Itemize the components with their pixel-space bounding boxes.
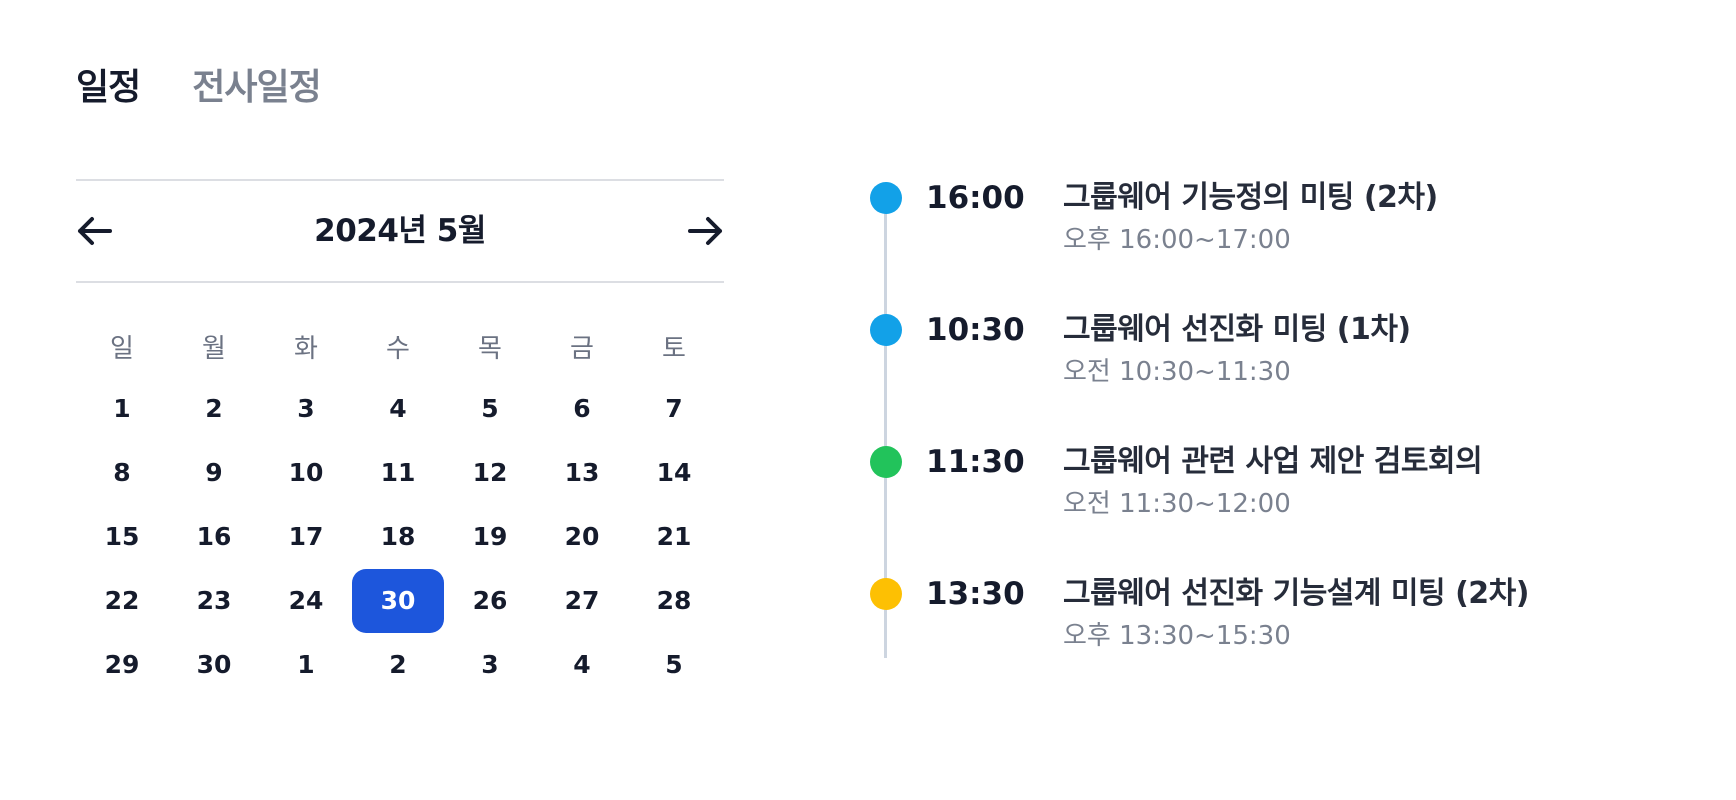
next-month-button[interactable] <box>688 215 724 247</box>
calendar-day[interactable]: 12 <box>472 458 508 487</box>
schedule-tabs: 일정 전사일정 <box>76 62 322 114</box>
tab-company-schedule[interactable]: 전사일정 <box>192 67 321 108</box>
calendar-day[interactable]: 27 <box>564 586 600 615</box>
calendar-header: 2024년 5월 <box>76 179 724 283</box>
event-dot-icon <box>870 446 902 478</box>
calendar-day[interactable]: 4 <box>573 650 591 679</box>
calendar-day[interactable]: 13 <box>564 458 600 487</box>
calendar-day[interactable]: 22 <box>104 586 140 615</box>
schedule-timeline: 10:30 그룹웨어 선진화 미팅 (1차) 오전 10:30~11:30 11:30… <box>870 174 1690 658</box>
calendar-day[interactable]: 16 <box>196 522 232 551</box>
prev-month-button[interactable] <box>76 215 112 247</box>
calendar-day[interactable]: 1 <box>297 650 315 679</box>
calendar-day[interactable]: 2 <box>389 650 407 679</box>
weekday-label: 금 <box>570 334 594 364</box>
calendar-day[interactable]: 15 <box>104 522 140 551</box>
calendar-day[interactable]: 24 <box>288 586 324 615</box>
calendar-month-title: 2024년 5월 <box>314 213 486 249</box>
event-dot-icon <box>870 578 902 610</box>
calendar-day[interactable]: 30 <box>196 650 232 679</box>
calendar-day[interactable]: 14 <box>656 458 692 487</box>
event-title: 그룹웨어 관련 사업 제안 검토회의 <box>1063 444 1483 479</box>
event-title: 그룹웨어 선진화 미팅 (1차) <box>1063 312 1411 347</box>
event-time: 11:30 <box>926 444 1025 480</box>
timeline-line <box>884 198 887 658</box>
weekday-label: 일 <box>110 334 134 364</box>
weekday-label: 목 <box>478 334 502 364</box>
event-time-range: 오후 13:30~15:30 <box>1063 621 1291 651</box>
weekday-label: 월 <box>202 334 226 364</box>
arrow-left-icon <box>78 217 112 245</box>
calendar-day[interactable]: 20 <box>564 522 600 551</box>
event-dot-icon <box>870 314 902 346</box>
calendar-day[interactable]: 26 <box>472 586 508 615</box>
event-dot-icon <box>870 182 902 214</box>
calendar-day[interactable]: 19 <box>472 522 508 551</box>
calendar-day-selected[interactable]: 30 <box>352 569 444 633</box>
calendar-day[interactable]: 8 <box>113 458 131 487</box>
event-time-range: 오전 10:30~11:30 <box>1063 357 1291 387</box>
calendar-day[interactable]: 6 <box>573 394 591 423</box>
calendar-day[interactable]: 28 <box>656 586 692 615</box>
event-time: 16:00 <box>926 180 1025 216</box>
calendar-day[interactable]: 29 <box>104 650 140 679</box>
calendar-day[interactable]: 7 <box>665 394 683 423</box>
timeline-event[interactable]: 16:00 그룹웨어 기능정의 미팅 (2차) 오후 16:00~17:00 <box>870 174 1690 270</box>
calendar-day[interactable]: 21 <box>656 522 692 551</box>
calendar-day[interactable]: 17 <box>288 522 324 551</box>
calendar-day[interactable]: 9 <box>205 458 223 487</box>
calendar-day[interactable]: 11 <box>380 458 416 487</box>
calendar-day[interactable]: 2 <box>205 394 223 423</box>
calendar-day[interactable]: 4 <box>389 394 407 423</box>
calendar-day[interactable]: 1 <box>113 394 131 423</box>
calendar-day[interactable]: 23 <box>196 586 232 615</box>
calendar-day[interactable]: 18 <box>380 522 416 551</box>
event-title: 그룹웨어 기능정의 미팅 (2차) <box>1063 180 1438 215</box>
event-time-range: 오후 16:00~17:00 <box>1063 225 1291 255</box>
calendar-day[interactable]: 3 <box>481 650 499 679</box>
tab-schedule[interactable]: 일정 <box>76 67 141 108</box>
timeline-event[interactable]: 13:30 그룹웨어 선진화 기능설계 미팅 (2차) 오후 13:30~15:30 <box>870 570 1690 666</box>
event-time: 13:30 <box>926 576 1025 612</box>
calendar-day[interactable]: 5 <box>665 650 683 679</box>
arrow-right-icon <box>688 217 722 245</box>
weekday-label: 화 <box>294 334 318 364</box>
weekday-label: 수 <box>386 334 410 364</box>
event-title: 그룹웨어 선진화 기능설계 미팅 (2차) <box>1063 576 1529 611</box>
calendar-day[interactable]: 5 <box>481 394 499 423</box>
event-time: 10:30 <box>926 312 1025 348</box>
calendar-day[interactable]: 10 <box>288 458 324 487</box>
weekday-label: 토 <box>662 334 686 364</box>
calendar-grid: 1 2 3 4 5 6 7 8 9 10 11 12 13 14 15 16 17 18 19 20 21 22 23 24 3… <box>76 377 724 697</box>
calendar-day[interactable]: 3 <box>297 394 315 423</box>
timeline-event[interactable]: 10:30 그룹웨어 선진화 미팅 (1차) 오전 10:30~11:30 <box>870 306 1690 402</box>
event-time-range: 오전 11:30~12:00 <box>1063 489 1291 519</box>
